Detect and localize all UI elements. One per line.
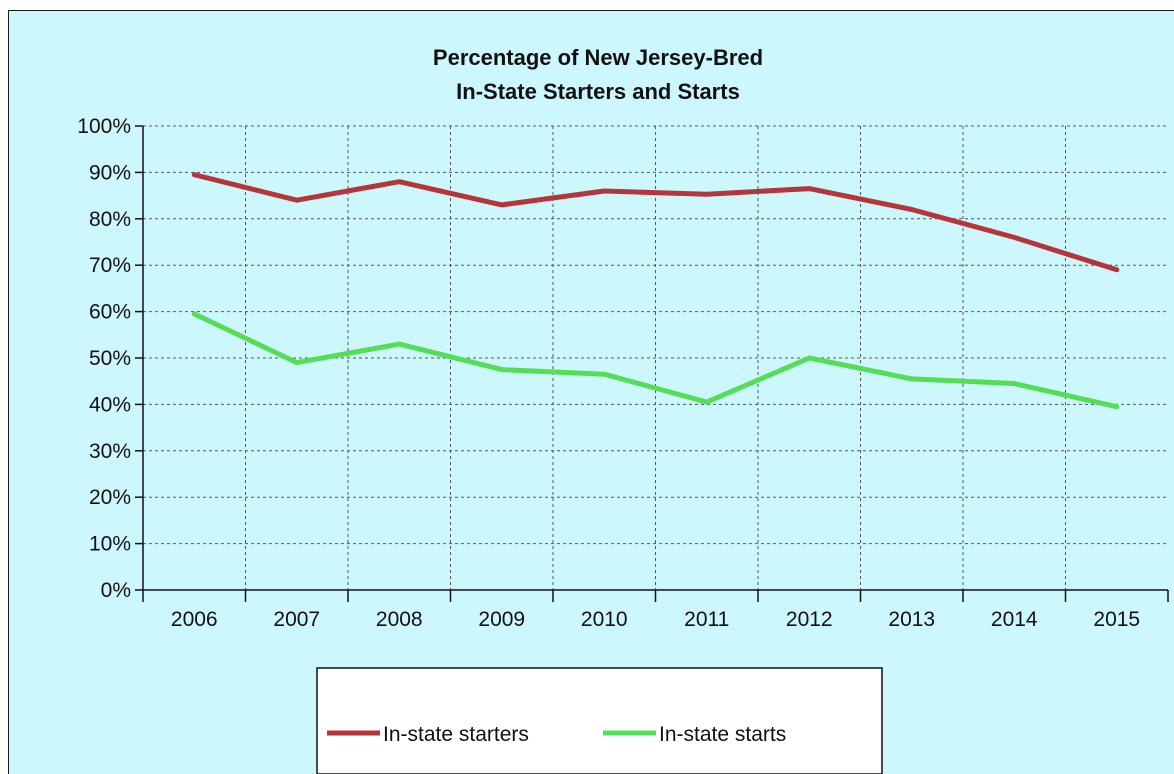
- legend-box: [316, 667, 883, 774]
- series-line-2: [191, 311, 1120, 410]
- chart-title: Percentage of New Jersey-Bred In-State S…: [433, 45, 763, 104]
- y-tick-label: 100%: [77, 115, 131, 138]
- y-tick-label: 60%: [89, 301, 131, 324]
- legend-label-1: In-state starters: [383, 723, 529, 746]
- x-tick-label: 2014: [991, 608, 1038, 631]
- y-tick-label: 80%: [89, 208, 131, 231]
- x-tick-label: 2009: [478, 608, 525, 631]
- x-tick-label: 2011: [684, 608, 729, 631]
- x-axis-tick-labels: 2006 2007 2008 2009 2010 2011 2012 2013 2014 2015: [171, 608, 1140, 631]
- x-tick-label: 2008: [376, 608, 423, 631]
- gridlines: [143, 125, 1168, 590]
- x-tick-label: 2010: [581, 608, 628, 631]
- x-tick-label: 2015: [1093, 608, 1140, 631]
- chart-frame: [8, 10, 1174, 774]
- legend: In-state starters In-state starts: [316, 667, 883, 774]
- y-tick-label: 50%: [89, 347, 131, 370]
- y-tick-label: 10%: [89, 533, 131, 556]
- y-tick-label: 30%: [89, 440, 131, 463]
- y-tick-label: 0%: [101, 579, 131, 602]
- y-tick-label: 90%: [89, 161, 131, 184]
- y-tick-label: 70%: [89, 254, 131, 277]
- x-tick-label: 2012: [786, 608, 833, 631]
- x-tick-label: 2007: [273, 608, 320, 631]
- legend-label-2: In-state starts: [659, 723, 786, 746]
- axes: [135, 125, 1169, 602]
- legend-items: In-state starters In-state starts: [327, 723, 786, 746]
- chart-title-line-2: In-State Starters and Starts: [456, 79, 740, 104]
- x-tick-label: 2006: [171, 608, 218, 631]
- x-tick-label: 2013: [888, 608, 935, 631]
- y-tick-label: 20%: [89, 486, 131, 509]
- series-line-1: [191, 172, 1120, 273]
- y-tick-label: 40%: [89, 393, 131, 416]
- y-axis-tick-labels: 0% 10% 20% 30% 40% 50% 60% 70% 80% 90% 100%: [77, 115, 131, 602]
- data-series: [191, 172, 1120, 410]
- chart-title-line-1: Percentage of New Jersey-Bred: [433, 45, 763, 70]
